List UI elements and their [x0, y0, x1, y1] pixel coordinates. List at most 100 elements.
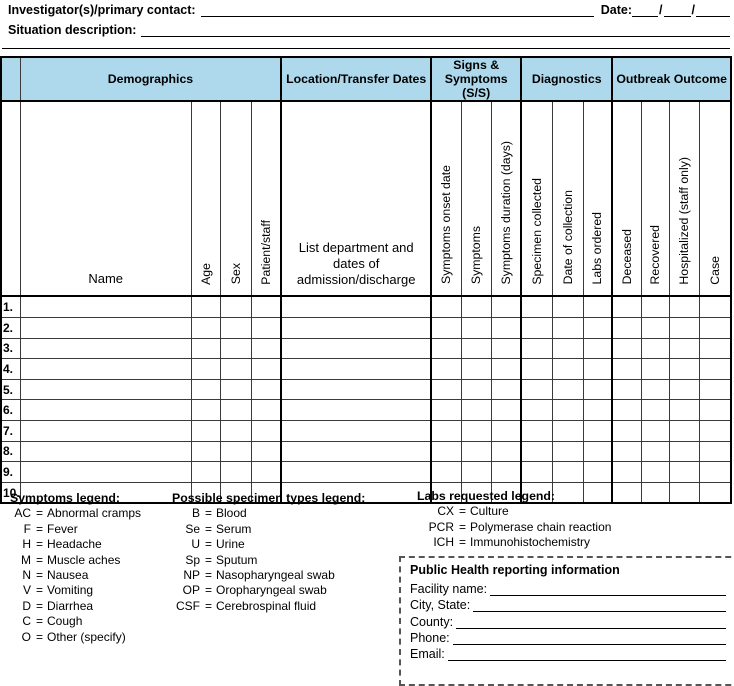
data-cell[interactable] [219, 440, 252, 463]
data-cell[interactable] [190, 440, 221, 463]
data-cell[interactable] [219, 419, 252, 442]
data-cell[interactable] [698, 358, 732, 380]
data-cell[interactable] [640, 399, 670, 421]
data-cell[interactable] [219, 295, 252, 319]
data-cell[interactable] [250, 337, 282, 360]
data-cell[interactable] [668, 317, 700, 339]
data-cell[interactable] [460, 481, 492, 504]
data-cell[interactable] [698, 337, 732, 360]
data-cell[interactable] [611, 399, 642, 421]
data-cell[interactable] [250, 358, 282, 380]
data-cell[interactable] [250, 481, 282, 504]
data-cell[interactable] [520, 440, 553, 463]
data-cell[interactable] [460, 461, 492, 483]
data-cell[interactable] [219, 337, 252, 360]
data-cell[interactable] [490, 358, 522, 380]
data-cell[interactable] [551, 440, 584, 463]
data-cell[interactable] [668, 419, 700, 442]
data-cell[interactable] [190, 481, 221, 504]
data-cell[interactable] [430, 399, 462, 421]
data-cell[interactable] [551, 358, 584, 380]
situation-field-line2[interactable] [2, 33, 730, 49]
data-cell[interactable] [698, 378, 732, 401]
data-cell[interactable] [611, 295, 642, 319]
data-cell[interactable] [250, 440, 282, 463]
data-cell[interactable] [490, 440, 522, 463]
data-cell[interactable] [640, 317, 670, 339]
data-cell[interactable] [698, 317, 732, 339]
data-cell[interactable] [219, 378, 252, 401]
data-cell[interactable] [280, 440, 432, 463]
data-cell[interactable] [520, 358, 553, 380]
data-cell[interactable] [582, 337, 613, 360]
data-cell[interactable] [280, 419, 432, 442]
data-cell[interactable] [280, 461, 432, 483]
data-cell[interactable] [551, 317, 584, 339]
data-cell[interactable] [490, 295, 522, 319]
data-cell[interactable] [668, 378, 700, 401]
data-cell[interactable] [219, 317, 252, 339]
reporting-field-input-line[interactable] [447, 648, 726, 661]
data-cell[interactable] [430, 358, 462, 380]
data-cell[interactable] [280, 358, 432, 380]
data-cell[interactable] [19, 295, 192, 319]
data-cell[interactable] [611, 337, 642, 360]
data-cell[interactable] [640, 358, 670, 380]
data-cell[interactable] [430, 317, 462, 339]
data-cell[interactable] [190, 295, 221, 319]
data-cell[interactable] [582, 419, 613, 442]
data-cell[interactable] [640, 440, 670, 463]
data-cell[interactable] [430, 337, 462, 360]
data-cell[interactable] [280, 378, 432, 401]
data-cell[interactable] [19, 317, 192, 339]
investigator-field[interactable] [200, 1, 594, 17]
data-cell[interactable] [698, 461, 732, 483]
data-cell[interactable] [460, 419, 492, 442]
data-cell[interactable] [430, 481, 462, 504]
data-cell[interactable] [520, 317, 553, 339]
data-cell[interactable] [490, 399, 522, 421]
data-cell[interactable] [460, 337, 492, 360]
data-cell[interactable] [551, 337, 584, 360]
data-cell[interactable] [611, 358, 642, 380]
data-cell[interactable] [490, 378, 522, 401]
data-cell[interactable] [190, 317, 221, 339]
data-cell[interactable] [611, 378, 642, 401]
reporting-field-input-line[interactable] [490, 583, 726, 597]
data-cell[interactable] [640, 378, 670, 401]
data-cell[interactable] [582, 378, 613, 401]
data-cell[interactable] [280, 317, 432, 339]
data-cell[interactable] [490, 337, 522, 360]
data-cell[interactable] [520, 481, 553, 504]
data-cell[interactable] [250, 295, 282, 319]
data-cell[interactable] [582, 440, 613, 463]
data-cell[interactable] [611, 481, 642, 504]
data-cell[interactable] [19, 419, 192, 442]
data-cell[interactable] [219, 461, 252, 483]
data-cell[interactable] [430, 461, 462, 483]
data-cell[interactable] [520, 295, 553, 319]
data-cell[interactable] [19, 461, 192, 483]
data-cell[interactable] [520, 461, 553, 483]
data-cell[interactable] [698, 440, 732, 463]
data-cell[interactable] [640, 419, 670, 442]
data-cell[interactable] [250, 378, 282, 401]
data-cell[interactable] [490, 481, 522, 504]
data-cell[interactable] [190, 358, 221, 380]
data-cell[interactable] [280, 337, 432, 360]
data-cell[interactable] [668, 481, 700, 504]
data-cell[interactable] [611, 317, 642, 339]
data-cell[interactable] [520, 337, 553, 360]
data-cell[interactable] [611, 419, 642, 442]
data-cell[interactable] [551, 399, 584, 421]
date-day-field[interactable] [663, 1, 691, 17]
data-cell[interactable] [551, 481, 584, 504]
data-cell[interactable] [19, 378, 192, 401]
date-month-field[interactable] [632, 1, 659, 17]
data-cell[interactable] [280, 295, 432, 319]
data-cell[interactable] [430, 440, 462, 463]
data-cell[interactable] [430, 378, 462, 401]
data-cell[interactable] [582, 295, 613, 319]
data-cell[interactable] [668, 399, 700, 421]
data-cell[interactable] [19, 399, 192, 421]
